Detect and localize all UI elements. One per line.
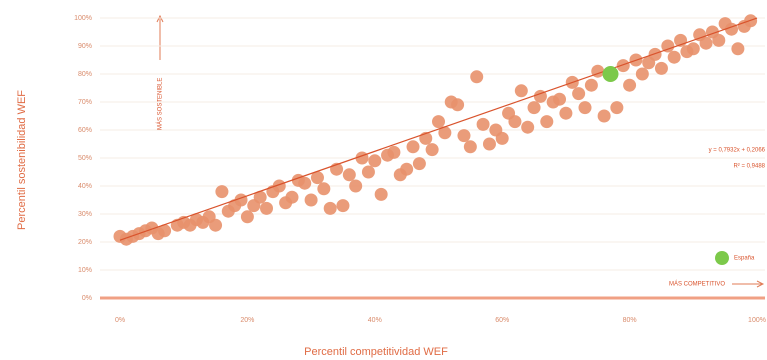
point [285,190,299,204]
point [355,151,369,165]
y-tick-label: 90% [78,43,92,50]
point [438,126,452,140]
y-tick-label: 40% [78,183,92,190]
y-tick-label: 0% [82,295,92,302]
point [597,109,611,123]
point [304,193,318,207]
annotation: y = 0,7932x + 0,2066 [709,148,766,154]
point [578,101,592,115]
legend-marker [715,251,729,265]
point [368,154,382,168]
point [712,33,726,47]
y-tick-label: 60% [78,127,92,134]
point [635,67,649,81]
x-tick-label: 0% [115,317,125,324]
point [432,115,445,129]
point [559,106,573,120]
point [495,131,509,145]
x-tick-label: 60% [495,317,509,324]
point [667,50,681,64]
point [400,162,414,176]
x-tick-label: 40% [368,317,382,324]
point [310,171,324,185]
arrow-head [756,280,765,288]
x-tick-label: 100% [748,317,766,324]
x-axis-title: Percentil competitividad WEF [304,346,448,358]
point [342,168,356,182]
point [374,187,388,201]
y-axis-title: Percentil sostenibilidad WEF [16,90,28,230]
point [699,36,713,50]
annotation: R² = 0,9488 [733,164,765,170]
point [482,137,496,151]
point [323,201,337,215]
point [215,185,229,199]
point [616,59,630,73]
y-tick-label: 50% [78,155,92,162]
y-tick-label: 10% [78,267,92,274]
point [623,78,637,92]
point [361,165,375,179]
point [253,190,267,204]
point [317,182,331,196]
point [412,157,426,171]
point [654,61,668,75]
point [476,117,490,131]
point [272,179,286,193]
y-tick-label: 70% [78,99,92,106]
point [533,89,547,103]
point [457,129,471,143]
y-tick-label: 20% [78,239,92,246]
point [158,224,172,238]
point [336,199,350,213]
point [521,120,535,134]
point [240,210,254,224]
trendline [119,17,758,241]
point [572,87,586,101]
point [527,101,541,115]
x-tick-label: 80% [623,317,637,324]
point [298,176,312,190]
point [209,218,223,232]
point [610,101,624,115]
point [584,78,598,92]
arrow-head [156,14,164,23]
y-tick-label: 30% [78,211,92,218]
point [451,98,465,112]
point [602,66,619,82]
legend-label: España [734,256,755,262]
point [406,140,420,154]
y-tick-label: 80% [78,71,92,78]
x-tick-label: 20% [240,317,254,324]
point [387,145,401,159]
annotation: MÁS COMPETITIVO [669,281,725,288]
point [260,201,274,215]
point [661,39,675,53]
point [508,115,522,129]
point [540,115,554,129]
point [553,92,567,106]
annotation: MÁS SOSTENIBLE [157,78,164,130]
point [731,42,745,56]
point [514,84,528,98]
point [648,47,662,61]
point [470,70,484,84]
y-tick-label: 100% [74,15,92,22]
point [686,42,700,56]
point [425,143,439,157]
point [463,140,477,154]
point [725,22,739,36]
point [349,179,363,193]
